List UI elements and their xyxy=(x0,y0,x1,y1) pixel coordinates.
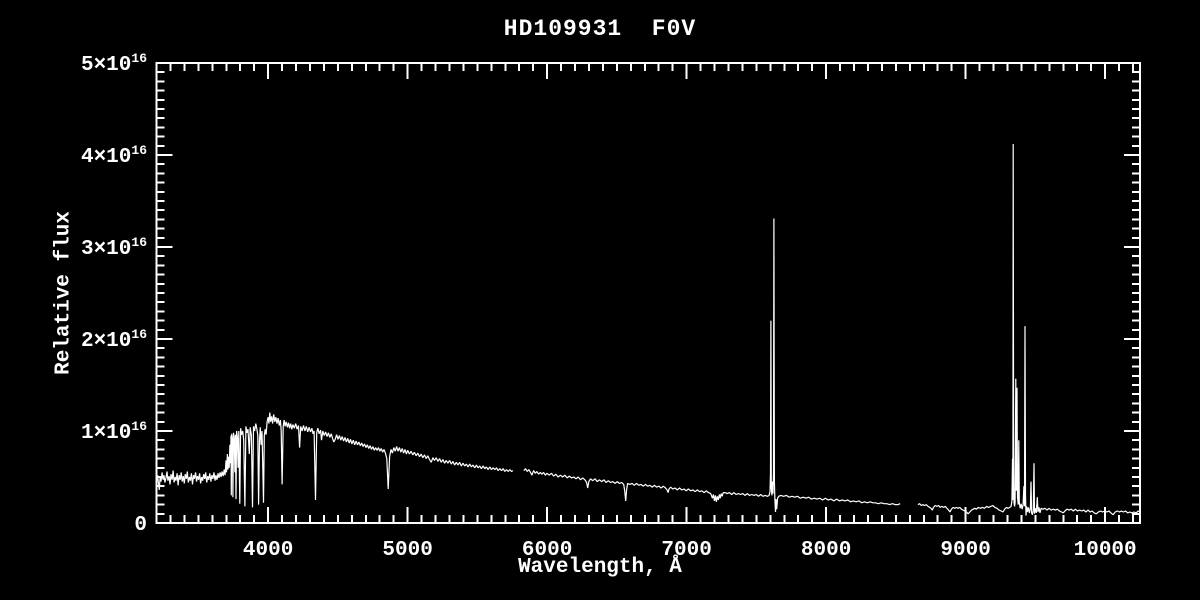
y-tick-label: 3×1016 xyxy=(81,235,147,261)
x-tick-label: 5000 xyxy=(382,539,432,562)
x-tick-label: 4000 xyxy=(243,539,293,562)
plot-border xyxy=(155,62,1141,524)
x-tick-label: 8000 xyxy=(801,539,851,562)
y-tick-label: 0 xyxy=(134,514,147,537)
y-tick-label: 4×1016 xyxy=(81,143,147,169)
y-tick-label: 5×1016 xyxy=(81,51,147,77)
x-axis-label: Wavelength, Å xyxy=(518,556,682,579)
x-tick-label: 7000 xyxy=(661,539,711,562)
x-tick-label: 10000 xyxy=(1074,539,1137,562)
spectrum-line-segment xyxy=(523,218,901,513)
y-tick-label: 1×1016 xyxy=(81,419,147,445)
x-tick-label: 6000 xyxy=(522,539,572,562)
y-tick-label: 2×1016 xyxy=(81,327,147,353)
spectrum-line-segment xyxy=(155,412,514,508)
x-tick-label: 9000 xyxy=(940,539,990,562)
spectrum-line-segment xyxy=(917,143,1141,516)
chart-title: HD109931 F0V xyxy=(503,16,697,42)
